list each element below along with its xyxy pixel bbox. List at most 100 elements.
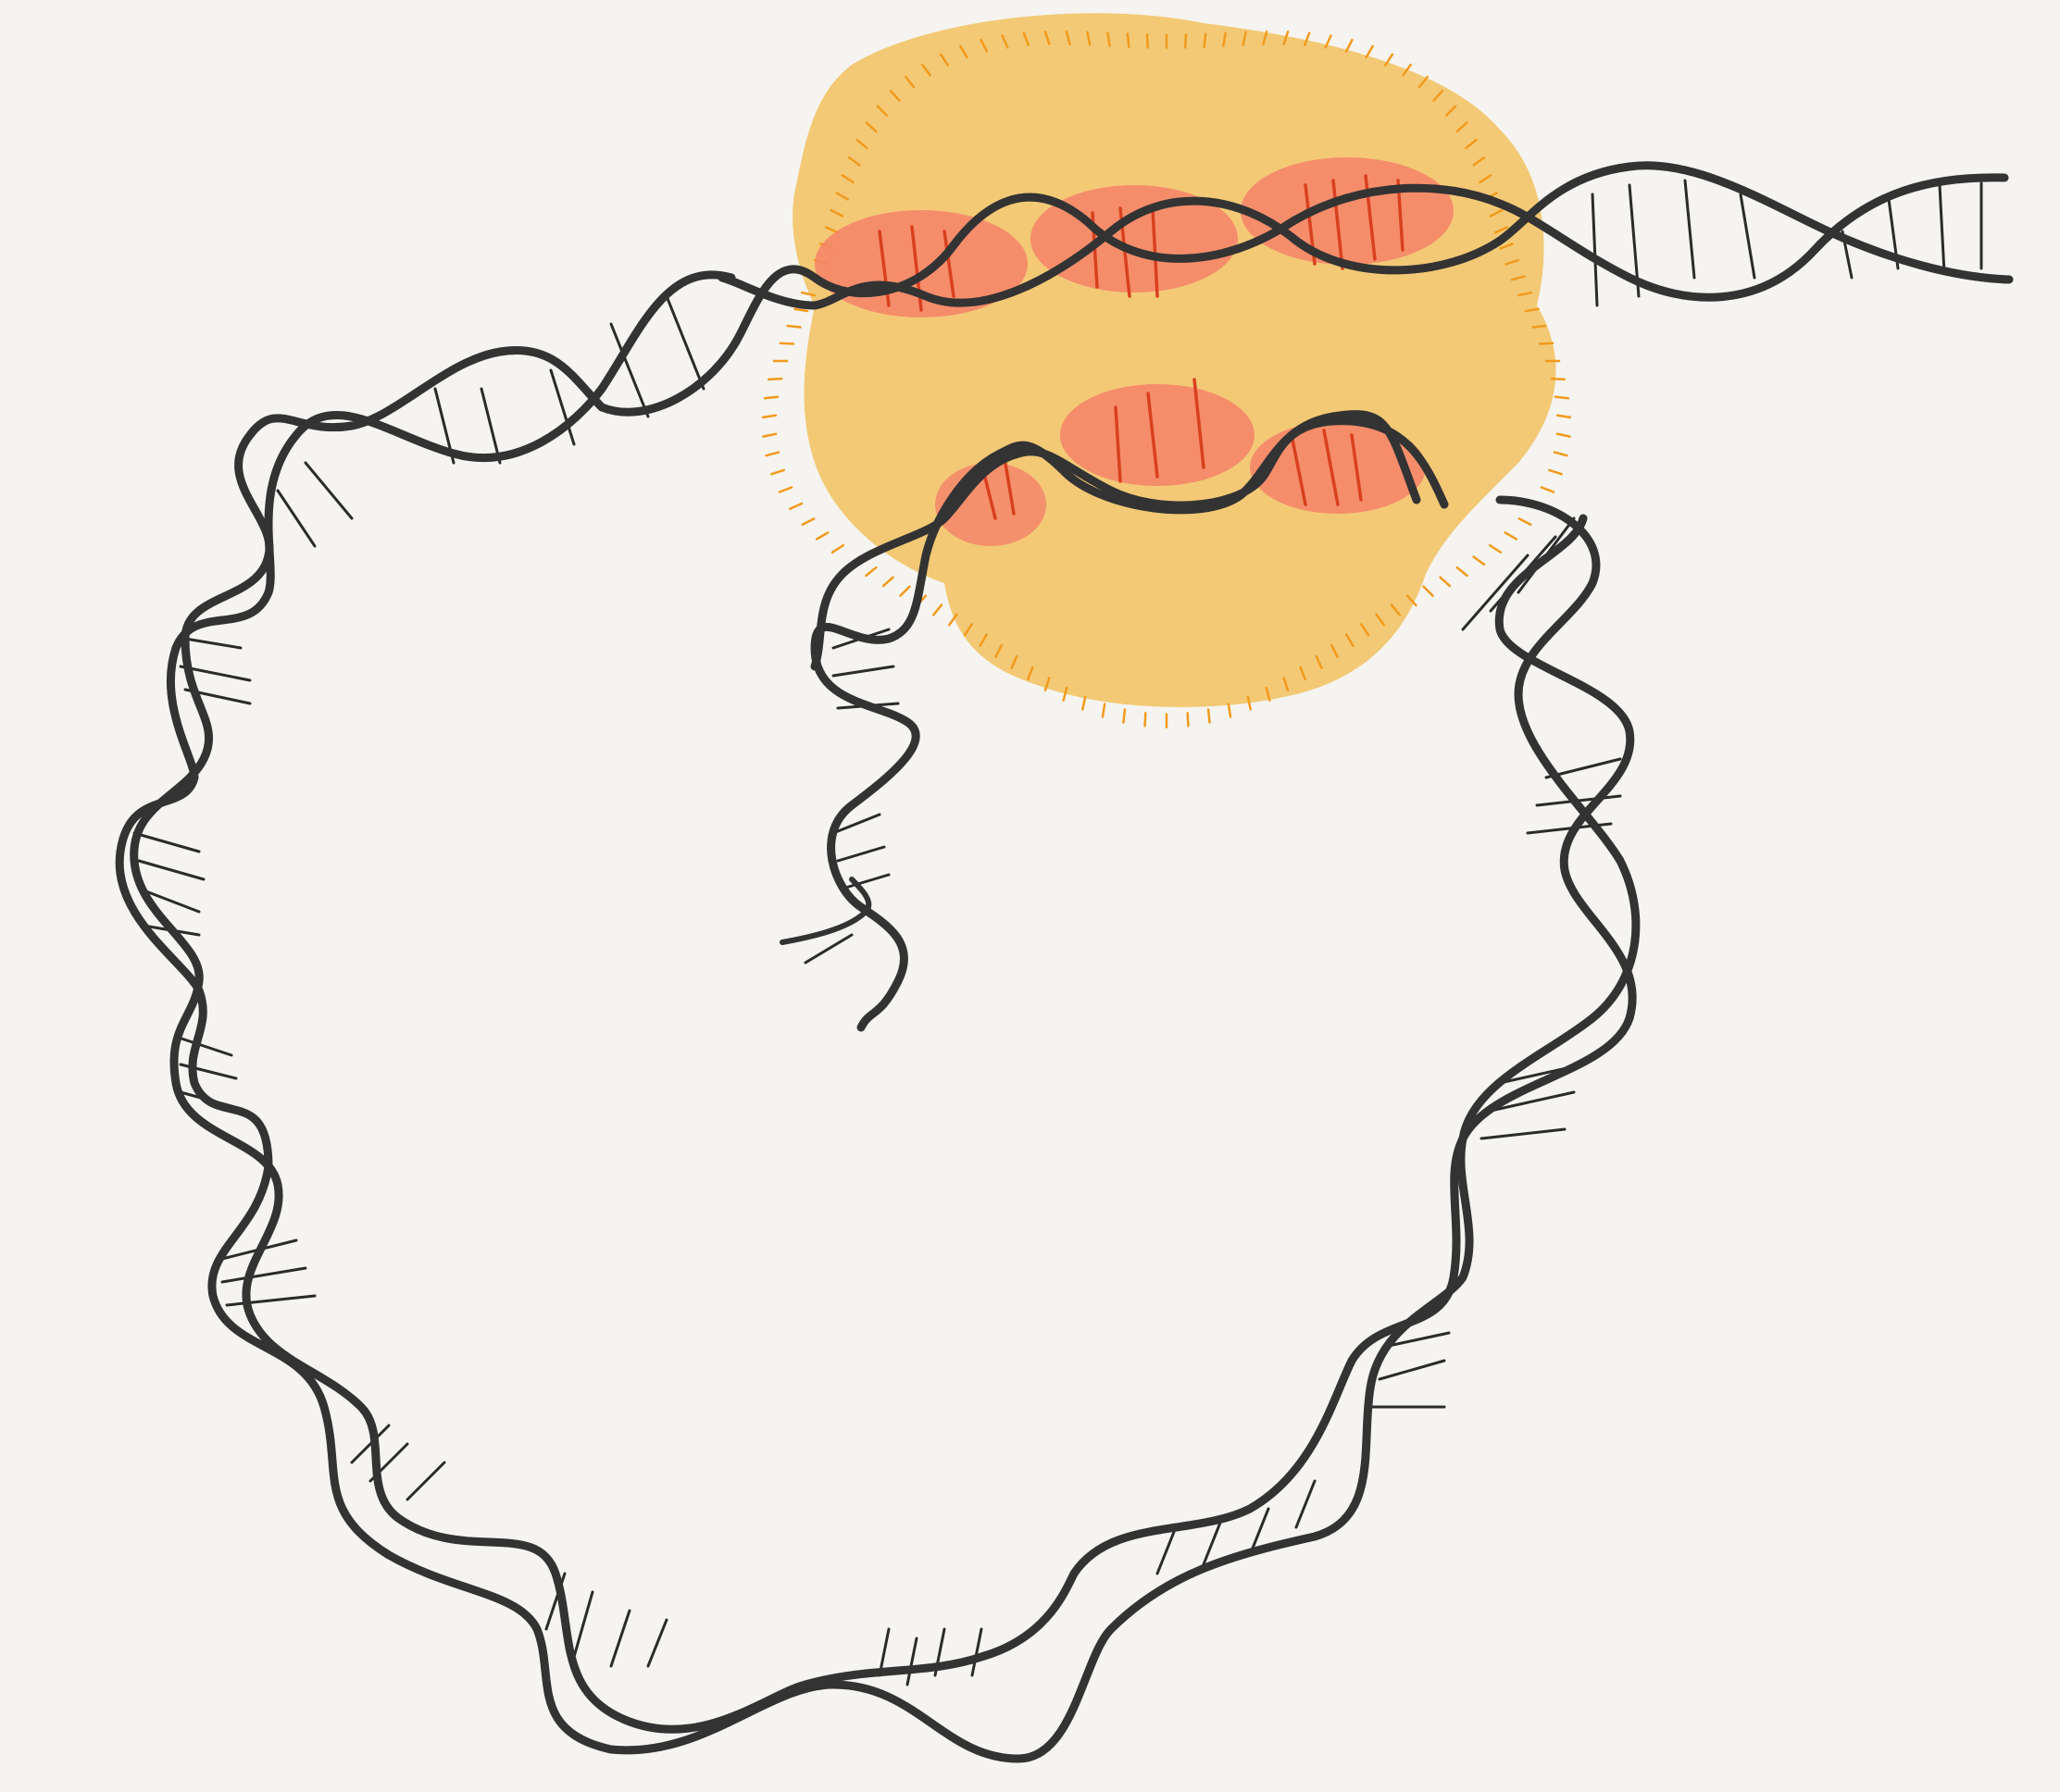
base-pair — [350, 1424, 391, 1464]
base-pair — [841, 873, 891, 890]
fuzz-mark — [1345, 633, 1355, 647]
fuzz-mark — [835, 192, 849, 201]
base-pair — [304, 461, 354, 520]
strand-loop-outer — [115, 270, 1641, 1763]
base-pair — [1382, 1331, 1451, 1349]
base-pair — [905, 1636, 918, 1686]
fuzz-mark — [778, 486, 793, 493]
strand-b — [718, 161, 2014, 310]
fuzz-mark — [1183, 33, 1188, 49]
fuzz-mark — [1510, 275, 1526, 281]
fuzz-mark — [1531, 324, 1547, 329]
fuzz-mark — [1330, 643, 1339, 658]
fuzz-mark — [1439, 576, 1452, 588]
base-pair — [225, 1294, 317, 1307]
fuzz-mark — [899, 585, 911, 597]
fuzz-mark — [1517, 291, 1533, 297]
contact-base-pair — [943, 230, 955, 298]
fuzz-mark — [979, 633, 988, 647]
fuzz-mark — [1001, 34, 1009, 49]
fuzz-mark — [1548, 468, 1563, 476]
fuzz-mark — [1022, 31, 1030, 46]
contact-base-pair — [1114, 405, 1122, 483]
fuzz-mark — [1493, 226, 1509, 234]
fuzz-mark — [1315, 654, 1323, 670]
fuzz-mark — [1540, 486, 1555, 493]
fuzz-mark — [980, 38, 989, 53]
base-pair — [646, 1618, 668, 1668]
fuzz-mark — [1324, 34, 1332, 49]
fuzz-mark — [1405, 594, 1417, 607]
fuzz-mark — [1555, 432, 1571, 438]
fuzz-mark — [1550, 377, 1567, 381]
fuzz-mark — [994, 643, 1004, 658]
fuzz-mark — [963, 623, 973, 637]
base-pair — [831, 665, 895, 678]
fuzz-mark — [1227, 703, 1232, 718]
contact-base-pair — [1290, 433, 1307, 506]
fuzz-mark — [824, 226, 840, 234]
fuzz-mark — [865, 121, 878, 133]
base-pair — [137, 859, 206, 881]
fuzz-mark — [847, 156, 861, 167]
fuzz-mark — [788, 502, 804, 510]
fuzz-mark — [765, 451, 780, 457]
fuzz-mark — [830, 543, 845, 554]
fuzz-mark — [1143, 712, 1147, 728]
fuzz-mark — [815, 531, 830, 541]
fuzz-mark — [1086, 31, 1092, 46]
fuzz-mark — [1062, 686, 1068, 702]
fuzz-mark — [779, 342, 795, 345]
fuzz-mark — [1282, 677, 1290, 691]
fuzz-mark — [1444, 105, 1457, 117]
fuzz-mark — [855, 138, 868, 150]
fuzz-mark — [1043, 677, 1051, 691]
base-pair — [609, 1609, 631, 1668]
fuzz-mark — [1479, 174, 1492, 184]
fuzz-mark — [1262, 30, 1268, 45]
base-pair — [609, 322, 650, 418]
fuzz-mark — [1344, 38, 1354, 53]
strand-a — [597, 173, 2009, 417]
fuzz-mark — [947, 613, 958, 627]
base-pair — [831, 813, 881, 835]
base-pair — [1489, 1090, 1576, 1113]
fuzz-mark — [1553, 451, 1568, 457]
fuzz-mark — [762, 432, 778, 438]
fuzz-mark — [763, 395, 780, 400]
contact-base-pair — [1350, 433, 1363, 502]
fuzz-mark — [1106, 31, 1111, 47]
fuzz-mark — [1432, 89, 1444, 102]
fuzz-mark — [1282, 31, 1290, 45]
base-pair — [1248, 1507, 1270, 1557]
fuzz-mark — [1145, 33, 1150, 49]
fuzz-mark — [761, 414, 778, 419]
fuzz-mark — [1101, 703, 1106, 718]
base-pair — [1479, 1127, 1567, 1140]
base-pair — [1683, 179, 1696, 280]
fuzz-mark — [959, 44, 968, 59]
base-pair — [1591, 193, 1599, 307]
fuzz-mark — [1517, 517, 1532, 526]
fuzz-mark — [865, 566, 878, 578]
fuzz-mark — [931, 604, 943, 616]
fuzz-mark — [793, 307, 809, 313]
fuzz-mark — [1027, 666, 1034, 681]
fuzz-mark — [1360, 623, 1370, 637]
fuzz-mark — [767, 377, 783, 381]
fuzz-mark — [889, 89, 901, 102]
protein-fuzz — [761, 30, 1572, 728]
fuzz-mark — [1417, 75, 1430, 89]
fuzz-mark — [1422, 585, 1434, 597]
fuzz-mark — [1390, 604, 1402, 616]
fuzz-mark — [1472, 555, 1486, 566]
fuzz-mark — [1538, 342, 1554, 345]
base-pair — [549, 368, 576, 446]
base-pair — [137, 887, 201, 914]
base-pair — [836, 845, 886, 863]
base-pair — [183, 637, 243, 650]
fuzz-mark — [1488, 543, 1503, 554]
fuzz-mark — [1402, 63, 1412, 77]
base-pair — [220, 1266, 307, 1284]
fuzz-mark — [1010, 654, 1018, 670]
